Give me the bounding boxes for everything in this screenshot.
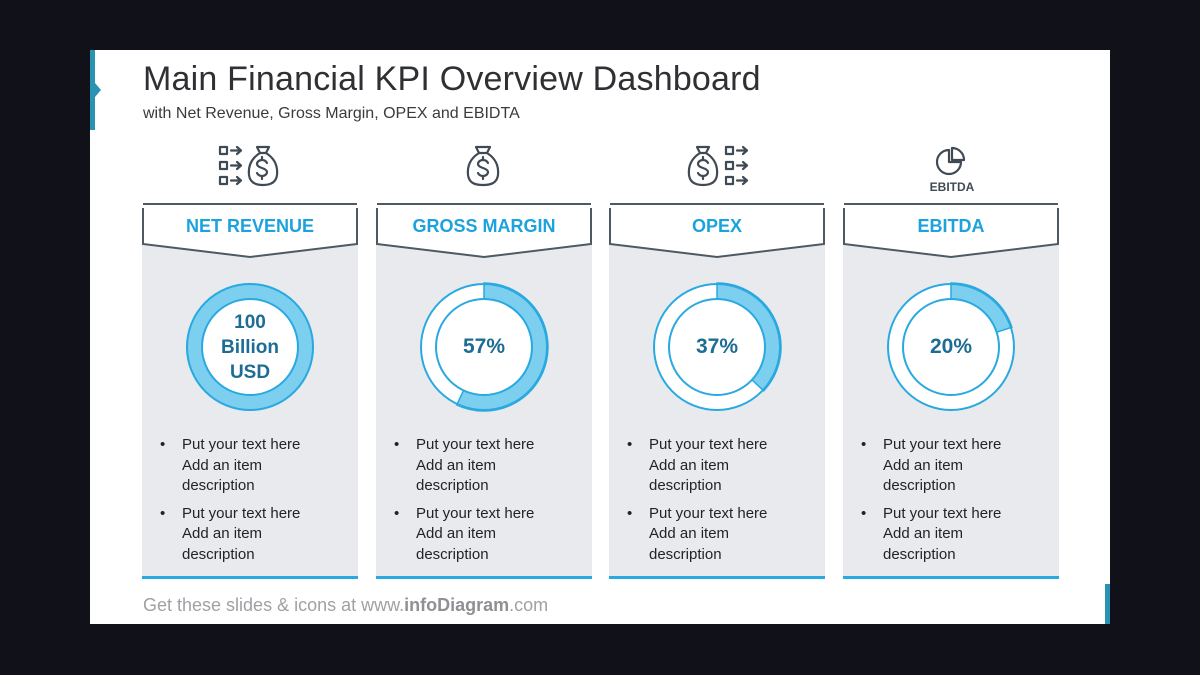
kpi-value: 37% bbox=[695, 335, 739, 358]
kpi-card-opex: OPEX 37% • Put your text here Add an item… bbox=[609, 203, 825, 579]
kpi-card-net-revenue: NET REVENUE 100 Billion USD • Put your t… bbox=[142, 203, 358, 579]
slide-subtitle: with Net Revenue, Gross Margin, OPEX and… bbox=[143, 105, 520, 122]
card-header: EBITDA bbox=[843, 203, 1059, 259]
bullet-item: • Put your text here Add an item descripti… bbox=[394, 436, 535, 494]
right-accent-bar bbox=[1105, 584, 1110, 624]
donut-inner-ring bbox=[435, 298, 533, 396]
bullet-item: • Put your text here Add an item descripti… bbox=[160, 436, 301, 494]
bullet-item: • Put your text here Add an item descripti… bbox=[861, 436, 1002, 494]
card-header: OPEX bbox=[609, 203, 825, 259]
kpi-donut bbox=[653, 282, 782, 411]
donut-inner-ring bbox=[902, 298, 1000, 396]
kpi-value: 20% bbox=[929, 335, 973, 358]
bullet-list: • Put your text here Add an item descripti… bbox=[392, 435, 588, 572]
pie-chart-icon bbox=[935, 146, 966, 176]
card-title: GROSS MARGIN bbox=[412, 216, 556, 236]
card-title: EBITDA bbox=[917, 216, 985, 236]
card-bottom-line bbox=[142, 576, 358, 579]
kpi-donut bbox=[420, 282, 549, 412]
footer-credit: Get these slides & icons at www.infoDiag… bbox=[143, 595, 549, 615]
bullet-list: • Put your text here Add an item descripti… bbox=[158, 435, 354, 572]
kpi-donut bbox=[887, 282, 1015, 411]
footer-brand: infoDiagram bbox=[404, 595, 510, 615]
money-bag-flow-icon bbox=[218, 145, 279, 187]
donut-inner-ring bbox=[201, 298, 299, 396]
kpi-value-line: Billion bbox=[220, 336, 280, 358]
bullet-item: • Put your text here Add an item descripti… bbox=[394, 504, 535, 563]
card-bottom-line bbox=[843, 576, 1059, 579]
card-header: GROSS MARGIN bbox=[376, 203, 592, 259]
money-bag-outflow-icon bbox=[687, 145, 749, 187]
kpi-value: 57% bbox=[462, 335, 506, 358]
donut-inner-ring bbox=[668, 298, 766, 396]
card-bottom-line bbox=[609, 576, 825, 579]
kpi-value: 100 Billion USD bbox=[184, 281, 316, 413]
pie-chart-icon-label: EBITDA bbox=[929, 180, 975, 194]
donut-outer-ring bbox=[186, 283, 314, 411]
left-accent-arrow bbox=[95, 83, 101, 97]
kpi-value-line: USD bbox=[229, 361, 271, 383]
left-accent-bar bbox=[90, 50, 95, 130]
card-title: NET REVENUE bbox=[185, 216, 315, 236]
bullet-item: • Put your text here Add an item descripti… bbox=[861, 504, 1002, 563]
card-bottom-line bbox=[376, 576, 592, 579]
donut-outer-ring bbox=[420, 283, 548, 411]
kpi-donut bbox=[186, 283, 314, 411]
bullet-item: • Put your text here Add an item descripti… bbox=[627, 504, 768, 563]
donut-segment bbox=[186, 283, 314, 411]
slide-title: Main Financial KPI Overview Dashboard bbox=[143, 60, 761, 98]
kpi-value-line: 100 bbox=[234, 311, 266, 333]
bullet-item: • Put your text here Add an item descripti… bbox=[160, 504, 301, 563]
donut-outer-ring bbox=[653, 283, 781, 411]
money-bag-icon bbox=[466, 145, 500, 187]
card-header: NET REVENUE bbox=[142, 203, 358, 259]
kpi-card-gross-margin: GROSS MARGIN 57% • Put your text here Add… bbox=[376, 203, 592, 579]
card-title: OPEX bbox=[691, 216, 743, 236]
kpi-card-ebitda: EBITDA 20% • Put your text here Add an it… bbox=[843, 203, 1059, 579]
bullet-list: • Put your text here Add an item descripti… bbox=[859, 435, 1055, 572]
bullet-list: • Put your text here Add an item descripti… bbox=[625, 435, 821, 572]
donut-outer-ring bbox=[887, 283, 1015, 411]
bullet-item: • Put your text here Add an item descripti… bbox=[627, 436, 768, 494]
